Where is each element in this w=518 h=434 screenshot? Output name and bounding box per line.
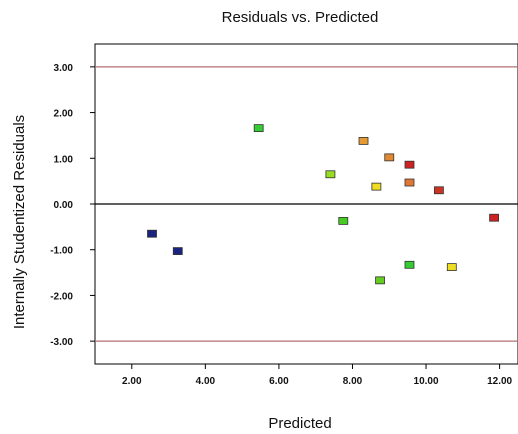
data-point-9 xyxy=(404,160,415,169)
reference-lines xyxy=(95,66,518,342)
x-tick-label: 4.00 xyxy=(196,376,216,387)
y-tick-label: -3.00 xyxy=(50,337,73,348)
chart-title: Residuals vs. Predicted xyxy=(222,9,379,26)
data-point-12 xyxy=(434,186,444,195)
x-axis: 2.00 4.00 6.00 8.00 10.00 12.00 xyxy=(122,364,513,387)
x-axis-label: Predicted xyxy=(268,415,331,432)
data-point-8 xyxy=(384,153,395,162)
x-tick-label: 10.00 xyxy=(414,376,439,387)
data-point-2 xyxy=(253,124,264,133)
y-tick-label: 0.00 xyxy=(54,200,74,211)
y-tick-label: -1.00 xyxy=(50,246,73,257)
data-point-14 xyxy=(489,213,499,222)
y-axis: 3.00 2.00 1.00 0.00 -1.00 -2.00 -3.00 xyxy=(50,63,95,348)
data-point-11 xyxy=(404,260,415,269)
x-tick-label: 2.00 xyxy=(122,376,142,387)
data-point-4 xyxy=(338,217,349,225)
data-points xyxy=(147,124,499,285)
y-axis-label: Internally Studentized Residuals xyxy=(11,115,28,329)
y-tick-label: 1.00 xyxy=(54,154,74,165)
x-tick-label: 8.00 xyxy=(343,376,363,387)
y-tick-label: -2.00 xyxy=(50,291,73,302)
data-point-5 xyxy=(358,137,369,145)
data-point-0 xyxy=(147,229,157,238)
data-point-7 xyxy=(375,276,385,285)
data-point-13 xyxy=(446,263,457,271)
data-point-10 xyxy=(404,178,415,187)
x-tick-label: 6.00 xyxy=(269,376,289,387)
data-point-3 xyxy=(325,170,336,179)
y-tick-label: 2.00 xyxy=(54,109,74,120)
data-point-1 xyxy=(172,247,183,255)
data-point-6 xyxy=(371,182,382,191)
x-tick-label: 12.00 xyxy=(487,376,512,387)
y-tick-label: 3.00 xyxy=(54,63,74,74)
